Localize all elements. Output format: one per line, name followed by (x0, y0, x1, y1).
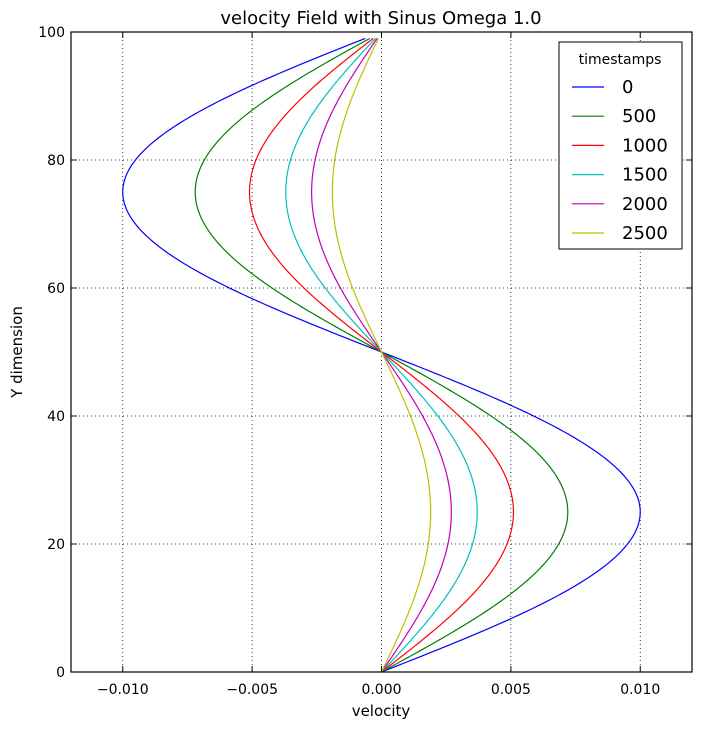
series-line-1500 (285, 37, 478, 673)
y-tick-label: 60 (47, 281, 65, 297)
x-tick-label: −0.010 (97, 682, 149, 698)
legend-entries: 0 500 1000 1500 2000 2500 (572, 77, 668, 244)
x-tick-label: 0.010 (620, 682, 660, 698)
y-axis-title: Y dimension (8, 306, 26, 399)
series-lines (122, 37, 641, 673)
legend-label-1000: 1000 (622, 135, 668, 156)
y-tick-label: 80 (47, 153, 65, 169)
legend-label-0: 0 (622, 77, 633, 98)
x-tick-label: −0.005 (226, 682, 278, 698)
legend-label-2500: 2500 (622, 223, 668, 244)
x-tick-label: 0.005 (491, 682, 531, 698)
y-tick-label: 100 (38, 25, 65, 41)
legend-label-500: 500 (622, 106, 656, 127)
series-line-500 (194, 37, 569, 673)
y-tick-label: 20 (47, 537, 65, 553)
series-line-1000 (248, 37, 515, 673)
y-tick-label: 40 (47, 409, 65, 425)
series-line-2500 (331, 38, 432, 673)
legend-title: timestamps (579, 52, 662, 68)
x-axis-title: velocity (352, 702, 411, 720)
legend: timestamps 0 500 1000 1500 2000 2500 (558, 41, 683, 250)
y-tick-label: 0 (56, 665, 65, 681)
x-tick-label: 0.000 (361, 682, 401, 698)
axis-ticks: −0.010 −0.005 0.000 0.005 0.010 0 20 40 60 80 100 (38, 25, 692, 698)
legend-label-1500: 1500 (622, 165, 668, 186)
legend-label-2000: 2000 (622, 194, 668, 215)
chart-title: velocity Field with Sinus Omega 1.0 (220, 8, 541, 29)
series-line-0 (122, 37, 641, 673)
